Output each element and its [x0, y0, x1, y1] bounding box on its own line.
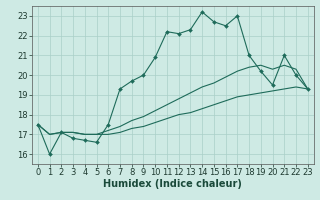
X-axis label: Humidex (Indice chaleur): Humidex (Indice chaleur)	[103, 179, 242, 189]
